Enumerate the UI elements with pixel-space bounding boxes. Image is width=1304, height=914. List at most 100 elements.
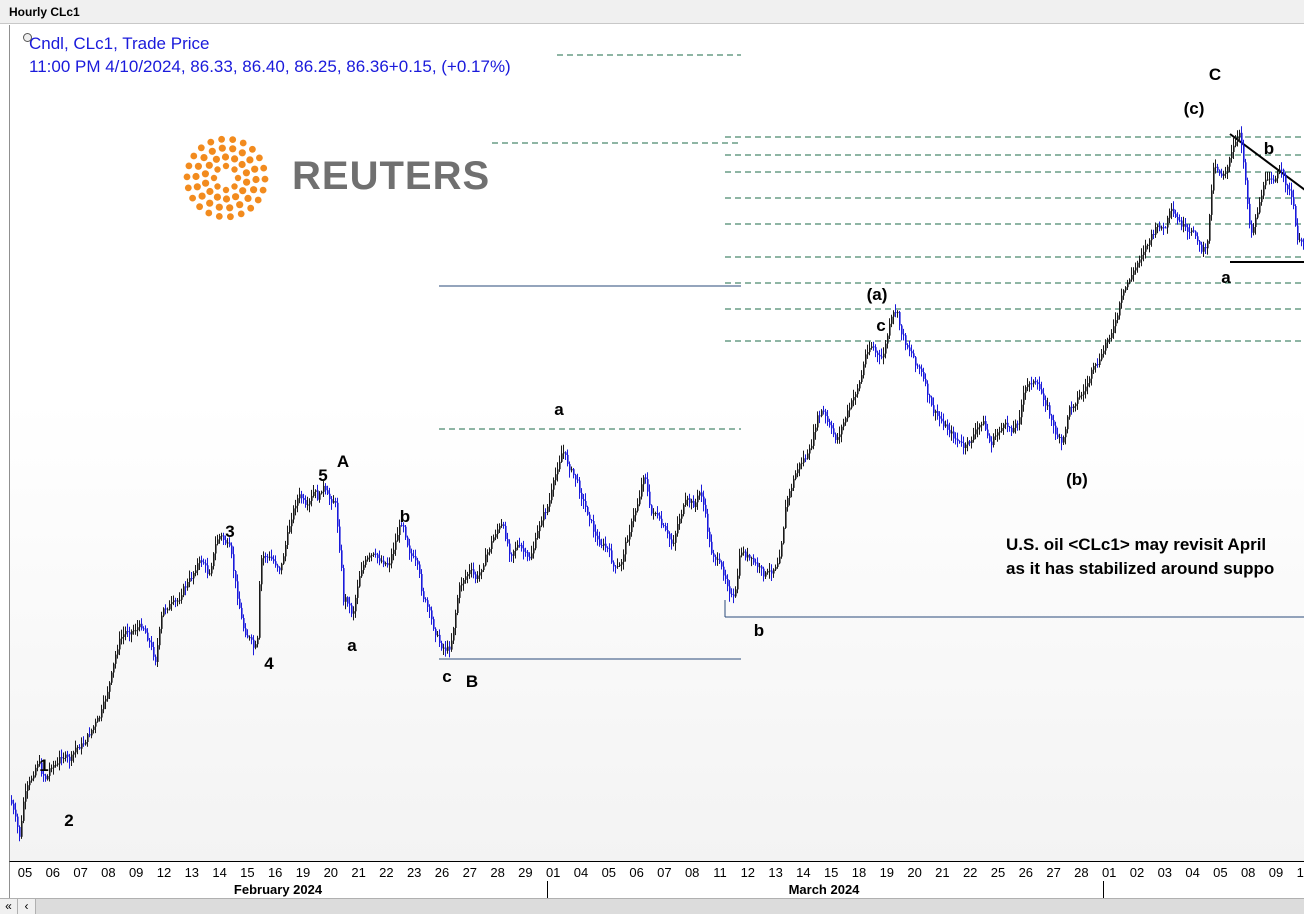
candle-body (979, 424, 981, 428)
candle-body (741, 552, 743, 556)
x-tick-label: 15 (240, 865, 255, 880)
candle-body (55, 764, 57, 766)
candle-body (659, 515, 661, 519)
candle-body (375, 553, 377, 555)
candle-body (757, 562, 759, 568)
x-tick-label: 07 (657, 865, 672, 880)
candle-body (65, 754, 67, 758)
candle-body (1003, 424, 1005, 428)
logo-dot (231, 166, 238, 173)
candle-body (69, 756, 71, 761)
candle-body (577, 479, 579, 481)
annotation-line-1: U.S. oil <CLc1> may revisit April (1006, 535, 1267, 554)
candle-body (421, 574, 423, 592)
candle-body (1261, 195, 1263, 203)
x-tick-label: 15 (823, 865, 839, 880)
x-tick-label: 05 (17, 865, 33, 880)
candle-body (337, 502, 339, 527)
candle-body (87, 734, 89, 742)
candle-body (277, 565, 279, 568)
candle-body (91, 730, 93, 736)
candle-body (205, 563, 207, 566)
candle-body (1005, 422, 1007, 425)
time-axis[interactable]: 05 06 07 08 09 12 13 14 15 16 19 20 21 22 23 26 27 28 29 01… (9, 861, 1304, 898)
candle-body (305, 500, 307, 505)
candle-body (1249, 203, 1251, 224)
scroll-first-button[interactable]: « (0, 899, 18, 914)
candle-body (201, 560, 203, 563)
candle-body (113, 663, 115, 673)
candle-body (467, 574, 469, 577)
candle-body (301, 494, 303, 499)
candle-body (279, 567, 281, 571)
candle-body (1139, 259, 1141, 263)
candle-body (801, 462, 803, 464)
candle-body (971, 439, 973, 443)
logo-dot (193, 183, 201, 191)
logo-dot (212, 155, 220, 163)
candle-body (469, 570, 471, 575)
candle-body (351, 605, 353, 614)
candle-body (747, 554, 749, 558)
logo-dot (249, 145, 256, 153)
logo-dot (206, 199, 214, 207)
candle-body (1045, 400, 1047, 406)
candle-body (485, 554, 487, 566)
candle-body (529, 556, 531, 559)
candle-body (1289, 189, 1291, 191)
logo-dot (184, 184, 192, 192)
candle-body (927, 383, 929, 395)
candle-body (537, 531, 539, 538)
candle-body (587, 507, 589, 515)
candle-body (1053, 420, 1055, 426)
candle-body (1235, 141, 1237, 146)
candle-body (929, 395, 931, 398)
horizontal-scrollbar[interactable]: « ‹ (0, 898, 1304, 914)
wave-label: B (465, 672, 479, 691)
candle-body (975, 429, 977, 435)
candle-body (171, 602, 173, 604)
candle-body (709, 531, 711, 542)
x-tick-label: 23 (406, 865, 422, 880)
candle-body (827, 416, 829, 422)
candle-body (995, 435, 997, 437)
candle-body (1213, 167, 1215, 191)
candle-body (11, 800, 13, 804)
candle-body (549, 500, 551, 507)
logo-dot (246, 156, 254, 164)
candle-body (867, 352, 869, 355)
candle-body (447, 646, 449, 651)
candle-body (273, 559, 275, 562)
candle-body (1269, 178, 1271, 180)
candle-body (161, 615, 163, 629)
candle-body (679, 518, 681, 524)
candle-body (619, 564, 621, 566)
candle-body (1041, 389, 1043, 394)
candle-body (417, 560, 419, 565)
candle-body (1155, 227, 1157, 235)
candle-body (471, 569, 473, 571)
candle-body (883, 353, 885, 358)
candle-body (369, 555, 371, 558)
candle-body (407, 537, 409, 546)
x-tick-label: 02 (1129, 865, 1145, 880)
candle-body (1095, 364, 1097, 366)
candle-body (229, 542, 231, 546)
candle-body (733, 594, 735, 597)
pin-icon[interactable] (23, 33, 32, 42)
candle-body (625, 541, 627, 555)
candle-body (951, 431, 953, 434)
candle-body (601, 545, 603, 546)
candle-body (241, 607, 243, 618)
wave-label: 2 (64, 811, 74, 830)
candle-body (961, 441, 963, 443)
candle-body (633, 515, 635, 522)
candle-body (1043, 393, 1045, 400)
candle-body (37, 764, 39, 768)
candle-body (1017, 423, 1019, 425)
candle-body (99, 717, 101, 719)
scroll-prev-button[interactable]: ‹ (18, 899, 36, 914)
candle-body (591, 520, 593, 522)
candles-group (11, 126, 1304, 842)
logo-dot (231, 183, 238, 190)
